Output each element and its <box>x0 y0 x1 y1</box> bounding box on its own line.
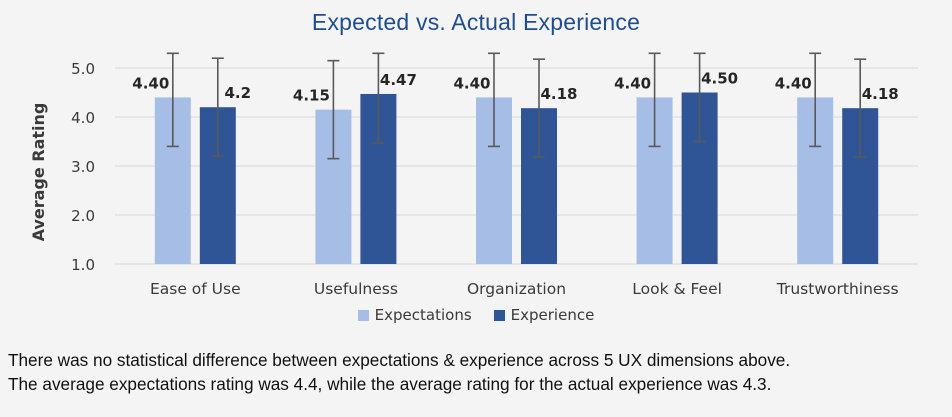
y-tick-label: 2.0 <box>71 207 95 225</box>
summary-line-1: There was no statistical difference betw… <box>8 350 791 370</box>
legend-label-experience: Experience <box>510 306 595 324</box>
y-tick-label: 1.0 <box>71 256 95 274</box>
data-label-experience: 4.47 <box>380 71 417 89</box>
data-label-experience: 4.50 <box>701 70 738 88</box>
legend-item-expectations: Expectations <box>357 306 472 324</box>
y-axis-title: Average Rating <box>29 103 48 242</box>
y-tick-label: 5.0 <box>71 60 95 78</box>
legend-item-experience: Experience <box>493 306 595 324</box>
data-label-expectations: 4.40 <box>453 74 490 92</box>
x-tick-label: Organization <box>467 280 566 298</box>
summary-text: There was no statistical difference betw… <box>8 348 948 396</box>
data-label-expectations: 4.40 <box>614 74 651 92</box>
data-label-experience: 4.18 <box>862 85 899 103</box>
y-tick-label: 3.0 <box>71 158 95 176</box>
x-tick-label: Look & Feel <box>632 280 722 298</box>
data-label-experience: 4.2 <box>225 84 252 102</box>
summary-line-2: The average expectations rating was 4.4,… <box>8 374 772 394</box>
data-label-expectations: 4.15 <box>293 87 330 105</box>
x-tick-label: Trustworthiness <box>776 280 899 298</box>
bar-chart: 1.0 2.0 3.0 4.0 5.0 Average Rating 4.40 4.2 Ease… <box>29 52 918 298</box>
chart-title: Expected vs. Actual Experience <box>311 9 641 35</box>
legend-swatch-experience <box>493 309 505 321</box>
x-tick-label: Ease of Use <box>150 280 241 298</box>
data-label-expectations: 4.40 <box>132 74 169 92</box>
chart-legend: Expectations Experience <box>0 306 952 324</box>
data-label-experience: 4.18 <box>540 85 577 103</box>
legend-label-expectations: Expectations <box>374 306 472 324</box>
y-tick-label: 4.0 <box>71 109 95 127</box>
x-tick-label: Usefulness <box>314 280 398 298</box>
legend-swatch-expectations <box>357 309 369 321</box>
data-label-expectations: 4.40 <box>775 74 812 92</box>
